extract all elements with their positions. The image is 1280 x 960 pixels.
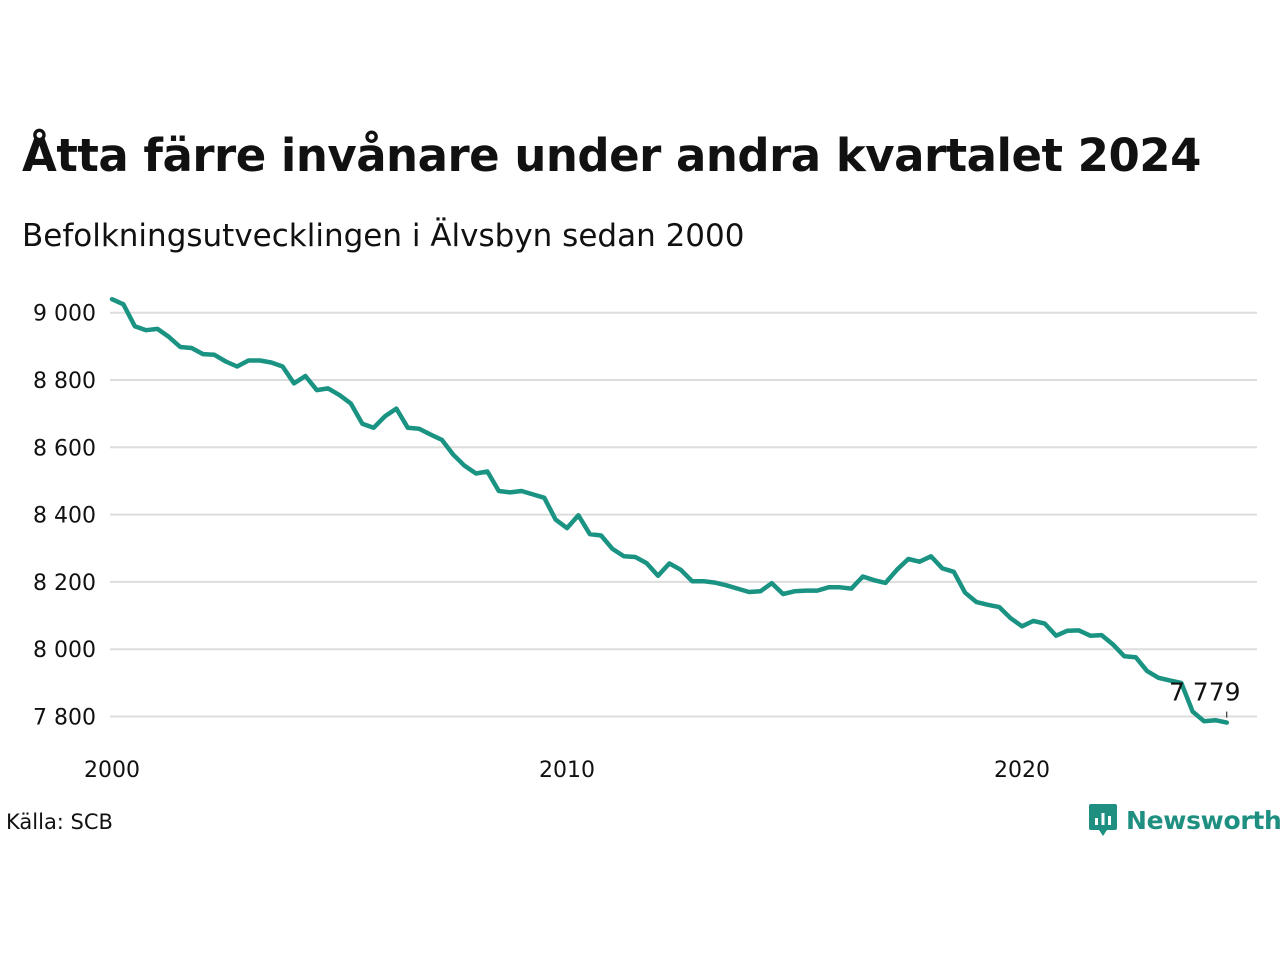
y-tick-label: 8 400 bbox=[33, 504, 96, 529]
x-tick-label: 2000 bbox=[84, 758, 140, 783]
x-axis-tick-labels: 2000 2010 2020 bbox=[84, 758, 1050, 783]
y-axis-tick-labels: 9 000 8 800 8 600 8 400 8 200 8 000 7 800 bbox=[33, 302, 96, 731]
x-tick-label: 2020 bbox=[994, 758, 1050, 783]
grid-lines bbox=[110, 311, 1257, 718]
line-chart: 9 000 8 800 8 600 8 400 8 200 8 000 7 800 2000… bbox=[33, 296, 1257, 783]
y-tick-label: 7 800 bbox=[33, 706, 96, 731]
population-series-line bbox=[109, 296, 1230, 725]
y-tick-label: 9 000 bbox=[33, 302, 96, 327]
chart-subtitle: Befolkningsutvecklingen i Älvsbyn sedan … bbox=[22, 218, 745, 254]
y-tick-label: 8 800 bbox=[33, 369, 96, 394]
brand-name: Newsworthy bbox=[1126, 805, 1280, 835]
chart-title: Åtta färre invånare under andra kvartale… bbox=[22, 129, 1201, 182]
source-note: Källa: SCB bbox=[6, 810, 113, 834]
y-tick-label: 8 000 bbox=[33, 638, 96, 663]
y-tick-label: 8 200 bbox=[33, 571, 96, 596]
brand-logo: Newsworthy bbox=[1088, 803, 1280, 837]
last-value-label: 7 779 bbox=[1169, 678, 1241, 707]
newsworthy-logo-icon bbox=[1089, 804, 1117, 836]
x-tick-label: 2010 bbox=[539, 758, 595, 783]
y-tick-label: 8 600 bbox=[33, 436, 96, 461]
